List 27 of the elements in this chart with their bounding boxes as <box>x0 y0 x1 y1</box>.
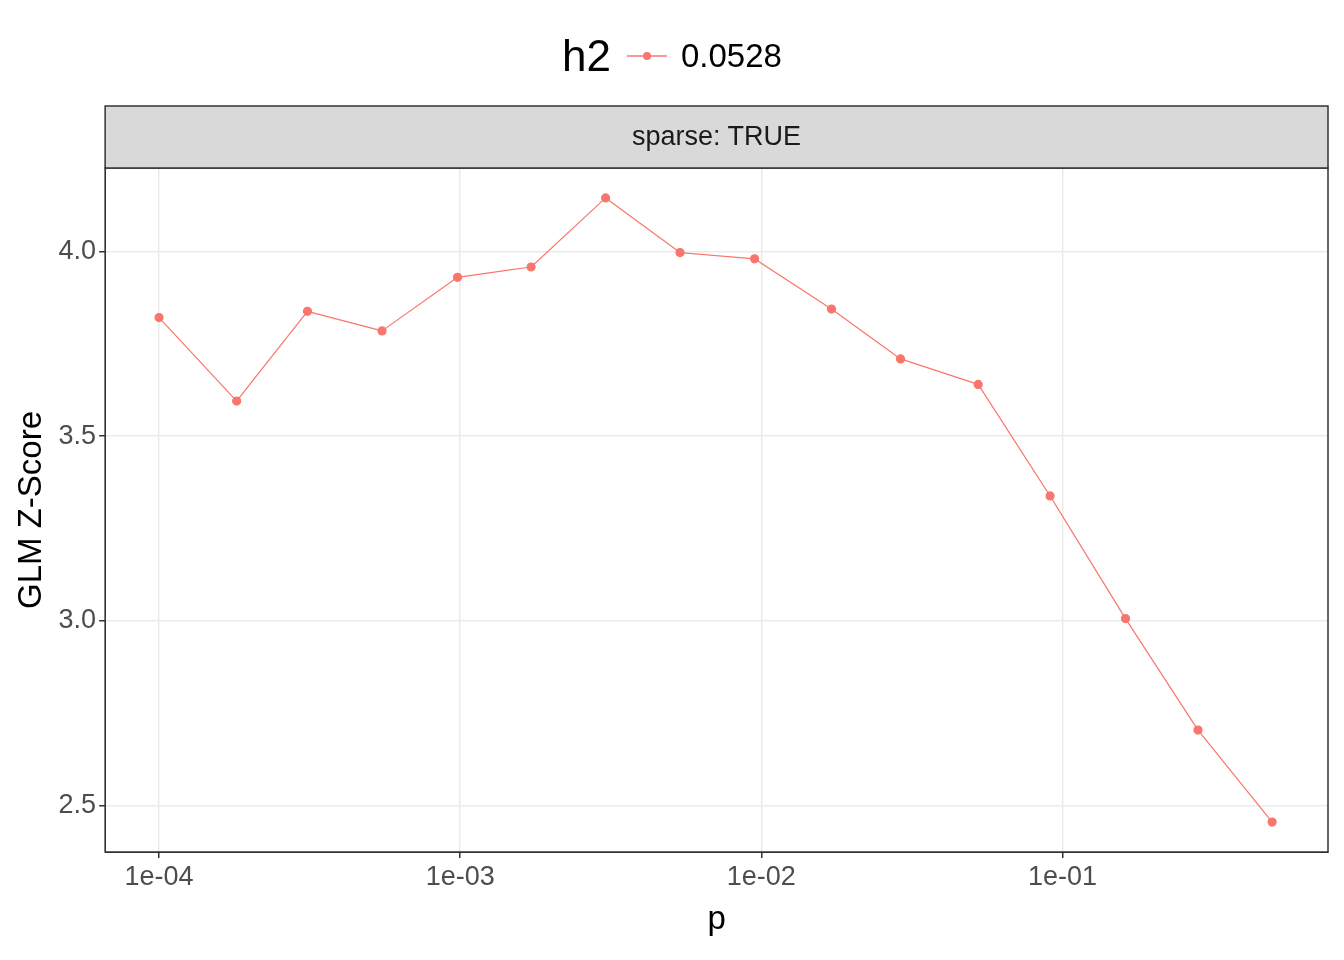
y-tick-label: 3.0 <box>58 604 97 635</box>
x-tick-label: 1e-01 <box>1027 860 1097 891</box>
point <box>302 306 313 316</box>
x-tick-label: 1e-02 <box>726 860 796 891</box>
point <box>601 193 611 203</box>
y-tick-label: 2.5 <box>58 788 97 819</box>
point <box>526 262 536 272</box>
x-axis-title: p <box>707 899 726 937</box>
point <box>973 379 983 390</box>
point <box>1267 817 1277 827</box>
point <box>1045 491 1055 501</box>
y-axis-title: GLM Z-Score <box>10 410 48 610</box>
point <box>1120 613 1131 624</box>
x-tick-label: 1e-04 <box>124 860 194 891</box>
point <box>750 254 760 264</box>
y-tick-label: 4.0 <box>58 234 97 265</box>
point <box>154 312 164 323</box>
legend-label: 0.0528 <box>681 37 782 75</box>
point <box>452 272 463 282</box>
chart-subtitle: sparse: TRUE <box>632 121 802 152</box>
point <box>895 354 906 364</box>
x-tick-label: 1e-03 <box>425 860 495 891</box>
y-tick-label: 3.5 <box>58 419 97 450</box>
legend-title: h2 <box>562 31 611 81</box>
point <box>1193 725 1203 735</box>
point <box>675 247 685 258</box>
point <box>377 326 387 336</box>
